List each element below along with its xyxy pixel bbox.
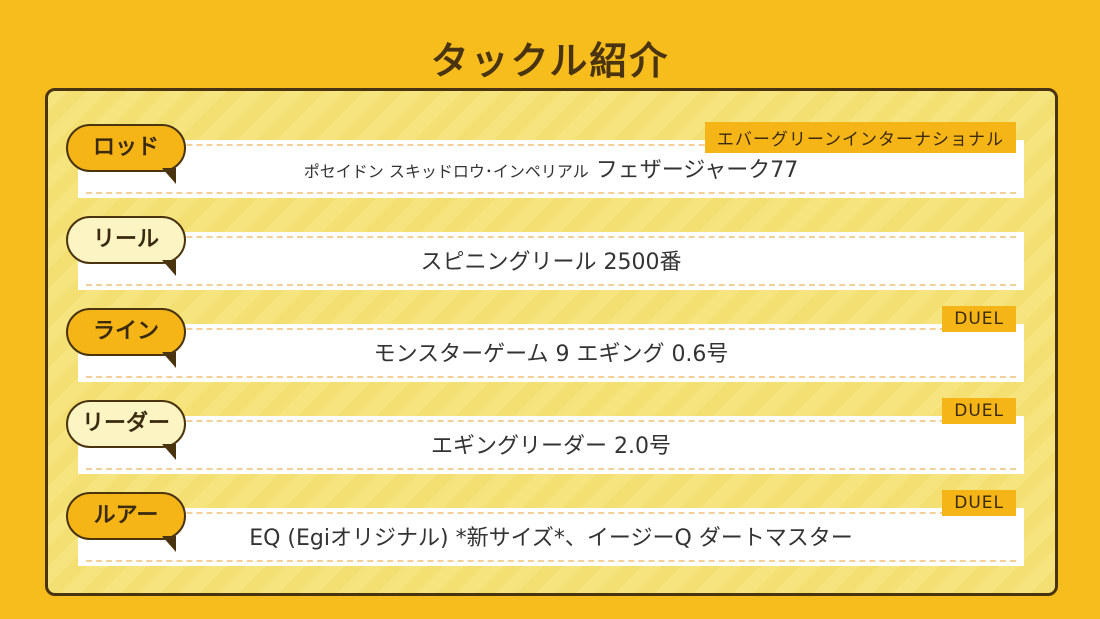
tackle-row-reel: スピニングリール 2500番 bbox=[78, 232, 1024, 290]
page-title: タックル紹介 bbox=[430, 39, 670, 83]
reel-value: スピニングリール 2500番 bbox=[420, 250, 682, 275]
tackle-row-lure: EQ (Egiオリジナル) *新サイズ*、イージーQ ダートマスター DUEL bbox=[78, 490, 1024, 566]
brand-badge: DUEL bbox=[942, 398, 1016, 424]
label-bubble-lure: ルアー bbox=[66, 492, 186, 552]
lure-value: EQ (Egiオリジナル) *新サイズ*、イージーQ ダートマスター bbox=[249, 526, 853, 551]
tackle-row-leader: エギングリーダー 2.0号 DUEL bbox=[78, 398, 1024, 474]
label-bubble-leader: リーダー bbox=[66, 400, 186, 460]
label-bubble-line: ライン bbox=[66, 308, 186, 368]
tackle-row-line: モンスターゲーム 9 エギング 0.6号 DUEL bbox=[78, 306, 1024, 382]
label-bubble-reel: リール bbox=[66, 216, 186, 276]
label-bubble-rod: ロッド bbox=[66, 124, 186, 184]
leader-value: エギングリーダー 2.0号 bbox=[431, 434, 671, 459]
brand-badge: エバーグリーンインターナショナル bbox=[704, 122, 1016, 153]
rod-model: フェザージャーク77 bbox=[595, 158, 799, 183]
line-value: モンスターゲーム 9 エギング 0.6号 bbox=[373, 342, 729, 367]
brand-badge: DUEL bbox=[942, 490, 1016, 516]
tackle-row-rod: ポセイドン スキッドロウ･インペリアル フェザージャーク77 エバーグリーンイン… bbox=[78, 122, 1024, 198]
brand-badge: DUEL bbox=[942, 306, 1016, 332]
rod-series: ポセイドン スキッドロウ･インペリアル bbox=[303, 162, 589, 181]
